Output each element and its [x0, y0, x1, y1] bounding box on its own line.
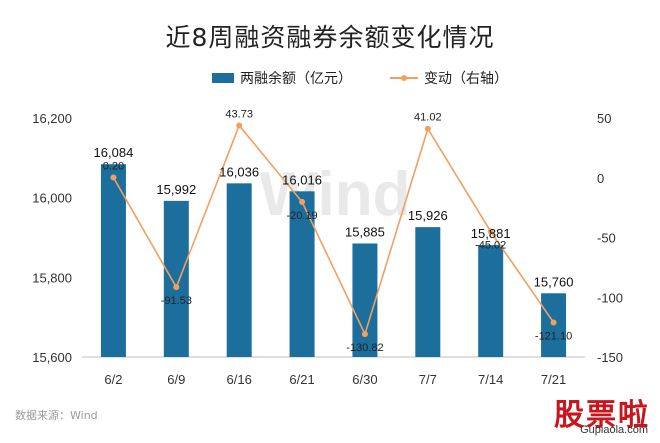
legend-dot	[401, 75, 407, 81]
bar	[163, 200, 189, 357]
legend: 两融余额（亿元） 变动（右轴）	[212, 68, 546, 88]
line-value-label: -20.19	[286, 210, 317, 222]
x-tick-label: 6/2	[104, 372, 122, 387]
legend-item-balance: 两融余额（亿元）	[212, 68, 352, 88]
y-left-tick-label: 15,800	[32, 270, 72, 285]
line-point	[487, 228, 494, 235]
bar-value-label: 15,992	[156, 182, 196, 197]
legend-label-change: 变动（右轴）	[424, 71, 508, 87]
x-tick-label: 6/9	[167, 372, 185, 387]
site-logo: 股票啦 Gupiaola.com	[528, 390, 654, 438]
source-note: 数据来源：Wind	[15, 409, 98, 422]
x-tick-label: 6/21	[289, 372, 314, 387]
line-value-label: 43.73	[225, 108, 253, 120]
bar-value-label: 15,926	[408, 208, 448, 223]
bar-value-label: 16,084	[94, 145, 134, 160]
bar-value-label: 16,016	[282, 172, 322, 187]
y-left-tick-label: 16,000	[32, 191, 72, 206]
line-value-label: 41.02	[414, 112, 442, 124]
y-left-tick-label: 16,200	[32, 111, 72, 126]
y-right-tick-label: 0	[597, 171, 604, 186]
line-series	[112, 123, 555, 337]
bar-value-label: 15,760	[534, 274, 574, 289]
y-right-tick-label: -50	[597, 231, 616, 246]
line-point	[110, 174, 117, 181]
legend-swatch-line	[390, 73, 418, 83]
bar	[352, 243, 378, 357]
bar	[478, 245, 504, 357]
y-right-tick-label: 50	[597, 111, 611, 126]
line-value-label: 0.20	[103, 161, 124, 173]
bar	[415, 227, 441, 357]
logo-url: Gupiaola.com	[580, 424, 648, 436]
line-point	[361, 331, 368, 338]
logo-text: 股票啦	[554, 398, 650, 433]
line-value-label: -121.10	[535, 330, 572, 342]
legend-swatch-bar	[212, 73, 234, 83]
line-point	[550, 319, 557, 326]
bar	[226, 183, 252, 357]
legend-item-change: 变动（右轴）	[390, 68, 508, 88]
line-value-label: -91.53	[161, 295, 192, 307]
line-point	[173, 284, 180, 291]
bar-value-label: 15,885	[345, 224, 385, 239]
watermark: Wind	[260, 160, 411, 229]
x-tick-label: 6/30	[352, 372, 377, 387]
y-right-tick-label: -100	[597, 290, 623, 305]
line-point	[424, 125, 431, 132]
line-point	[236, 122, 243, 129]
y-left-tick-label: 15,600	[32, 350, 72, 365]
y-right-tick-label: -150	[597, 350, 623, 365]
bar-value-label: 16,036	[219, 164, 259, 179]
bar-value-label: 15,881	[471, 226, 511, 241]
x-tick-label: 7/7	[419, 372, 437, 387]
line-value-label: -45.02	[475, 240, 506, 252]
x-tick-label: 6/16	[227, 372, 252, 387]
line-value-label: -130.82	[346, 342, 383, 354]
line-point	[299, 198, 306, 205]
chart-title: 近8周融资融券余额变化情况	[165, 23, 495, 52]
bar	[100, 164, 126, 357]
x-tick-label: 7/14	[478, 372, 503, 387]
x-tick-label: 7/21	[541, 372, 566, 387]
legend-label-balance: 两融余额（亿元）	[240, 71, 352, 87]
